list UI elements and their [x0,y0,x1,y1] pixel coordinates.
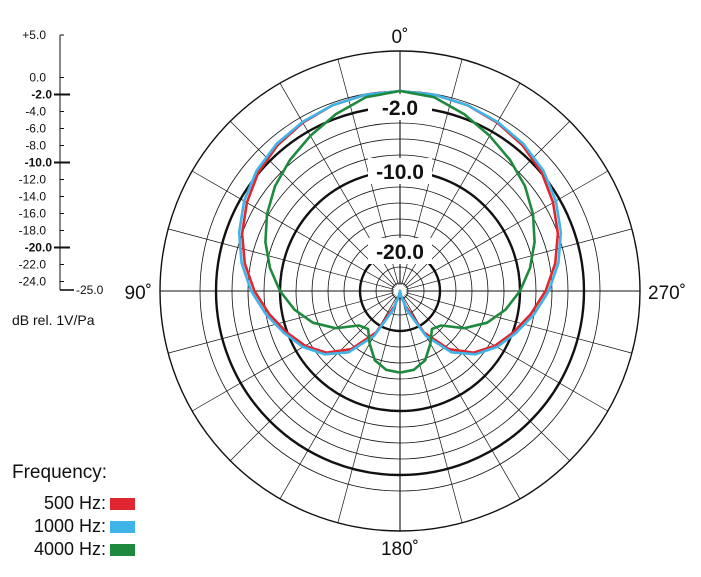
scale-tick-label: +5.0 [22,28,46,42]
grid-spoke [191,170,395,289]
legend: Frequency: 500 Hz: 1000 Hz: 4000 Hz: [12,462,135,561]
scale-tick-label: 0.0 [29,71,46,85]
ring-label: -20.0 [376,241,424,264]
chart-labels: -2.0 -10.0 -20.0 0˚ 90˚ 180˚ 270˚ [125,27,687,560]
scale-tick-label: -10.0 [25,156,53,170]
polar-grid [159,50,641,532]
grid-spoke [404,121,570,287]
series-line-1 [237,89,563,356]
ring-label: -10.0 [376,161,424,184]
grid-spoke [230,295,396,461]
angle-label: 270˚ [648,283,686,304]
grid-spoke [337,297,399,523]
legend-swatch [110,543,135,556]
grid-spoke [406,228,632,290]
scale-tick-label: -4.0 [25,105,46,119]
grid-spoke [230,121,396,287]
angle-label: 0˚ [392,27,409,48]
scale-tick-label: -14.0 [19,190,47,204]
ring-label-bg [368,94,432,120]
scale-tick-label: -20.0 [25,241,53,255]
grid-spoke [404,295,570,461]
scale-tick-label: -2.0 [31,88,52,102]
legend-swatch [110,520,135,533]
legend-item-500hz: 500 Hz: [12,492,135,515]
ring-label-bg [368,238,432,264]
scale-tick-label: -12.0 [19,173,47,187]
grid-spoke [405,170,609,289]
grid-spoke [168,292,394,354]
grid-spoke [168,228,394,290]
ring-label-bg [368,158,432,184]
legend-label: 4000 Hz: [33,539,106,559]
angle-label: 90˚ [125,283,152,304]
scale-tick-label: -6.0 [25,122,46,136]
grid-spoke [401,297,463,523]
legend-swatch [110,497,135,510]
scale-tick-label: -25.0 [76,283,104,297]
scale-tick-label: -8.0 [25,139,46,153]
legend-item-4000hz: 4000 Hz: [12,538,135,561]
radial-scale: +5.0 0.0 -2.0 -4.0 -6.0 -8.0 -10.0 -12.0 -14.0 -1… [19,28,104,297]
unit-label: dB rel. 1V/Pa [12,312,95,328]
legend-label: 500 Hz: [43,493,106,513]
legend-item-1000hz: 1000 Hz: [12,515,135,538]
scale-tick-label: -18.0 [19,224,47,238]
legend-label: 1000 Hz: [33,516,106,536]
grid-spoke [405,293,609,412]
scale-tick-label: -24.0 [19,275,47,289]
grid-spoke [406,292,632,354]
series-group [237,89,563,374]
ring-label: -2.0 [382,97,418,120]
series-line-2 [264,89,536,374]
scale-tick-label: -22.0 [19,258,47,272]
scale-tick-label: -16.0 [19,207,47,221]
grid-spoke [191,293,395,412]
angle-label: 180˚ [381,539,419,560]
legend-title: Frequency: [12,462,108,483]
